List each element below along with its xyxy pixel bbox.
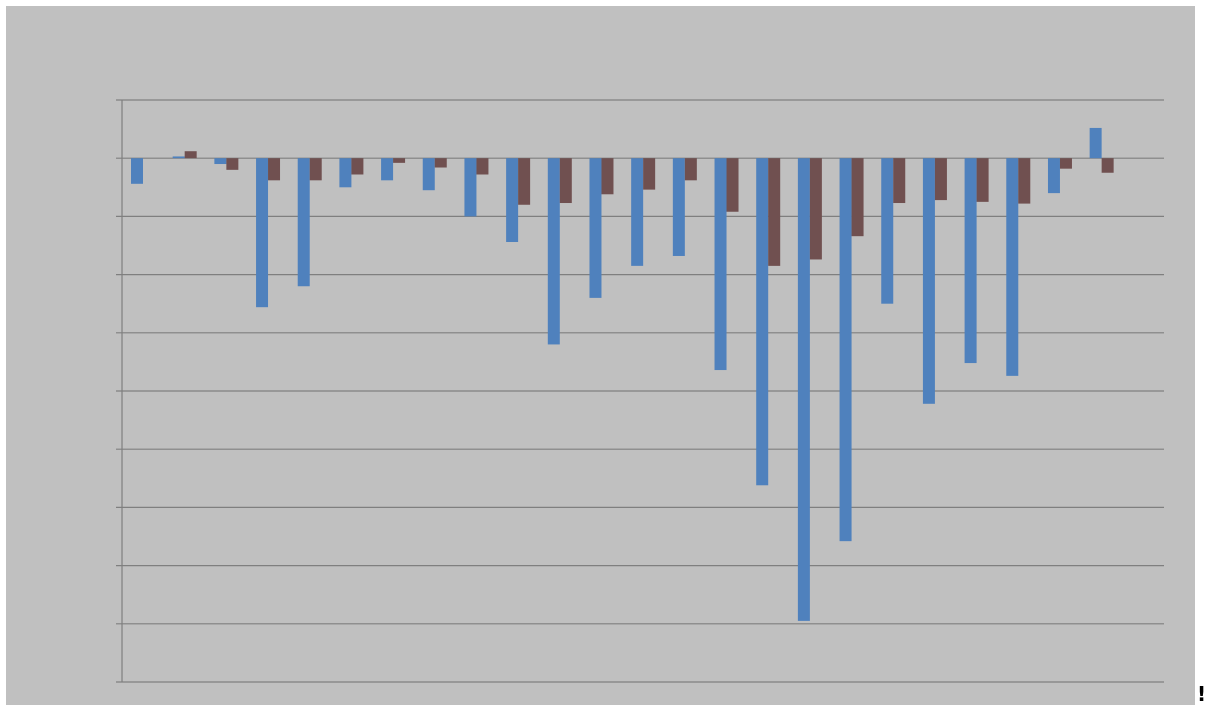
bar-series2-cat-11 <box>559 158 572 204</box>
bar-series1-cat-21 <box>964 158 977 364</box>
bar-series1-cat-19 <box>881 158 894 304</box>
bar-series1-cat-4 <box>256 158 269 308</box>
bar-series2-cat-4 <box>268 158 281 181</box>
bar-series1-cat-15 <box>714 158 727 371</box>
bar-series2-cat-22 <box>1018 158 1031 204</box>
bar-series1-cat-1 <box>131 158 143 184</box>
chart-area <box>6 6 1195 705</box>
bar-series1-cat-8 <box>422 158 435 191</box>
bar-series1-cat-6 <box>339 158 352 188</box>
bar-series2-cat-12 <box>601 158 614 195</box>
bar-series2-cat-14 <box>684 158 697 181</box>
gridlines <box>116 99 1164 683</box>
bar-series2-cat-2 <box>184 151 197 159</box>
bar-series2-cat-21 <box>976 158 989 202</box>
bar-series2-cat-20 <box>934 158 947 201</box>
bar-series1-cat-5 <box>297 158 310 287</box>
bar-series1-cat-2 <box>172 156 185 159</box>
bar-series1-cat-18 <box>839 158 852 542</box>
bar-series2-cat-10 <box>518 158 531 205</box>
bar-series1-cat-10 <box>506 158 519 243</box>
bars <box>131 127 1114 621</box>
bar-series2-cat-5 <box>309 158 322 181</box>
bar-series2-cat-18 <box>851 158 864 237</box>
bar-series1-cat-3 <box>214 158 227 165</box>
bar-series2-cat-24 <box>1101 158 1114 173</box>
bar-series2-cat-8 <box>434 158 447 168</box>
bar-series1-cat-7 <box>381 158 394 181</box>
bar-series1-cat-13 <box>631 158 644 266</box>
bar-series1-cat-9 <box>464 158 477 217</box>
bar-series1-cat-11 <box>547 158 560 345</box>
bar-series1-cat-23 <box>1047 158 1060 194</box>
exclamation-mark: ! <box>1197 682 1207 706</box>
bar-series1-cat-14 <box>672 158 685 256</box>
bar-series1-cat-24 <box>1089 127 1102 159</box>
bar-chart <box>116 99 1164 683</box>
bar-series2-cat-9 <box>476 158 489 175</box>
bar-series1-cat-20 <box>922 158 935 404</box>
bar-series2-cat-13 <box>643 158 656 190</box>
bar-series1-cat-12 <box>589 158 602 298</box>
bar-series2-cat-19 <box>893 158 906 204</box>
bar-series2-cat-16 <box>768 158 781 266</box>
bar-series1-cat-22 <box>1006 158 1019 376</box>
bar-series2-cat-15 <box>726 158 739 212</box>
bar-series2-cat-17 <box>809 158 822 260</box>
bar-series1-cat-16 <box>756 158 769 486</box>
bar-series1-cat-17 <box>797 158 810 621</box>
bar-series2-cat-3 <box>226 158 239 170</box>
bar-series2-cat-7 <box>393 158 406 163</box>
bar-series2-cat-6 <box>351 158 364 175</box>
bar-series2-cat-23 <box>1059 158 1072 169</box>
